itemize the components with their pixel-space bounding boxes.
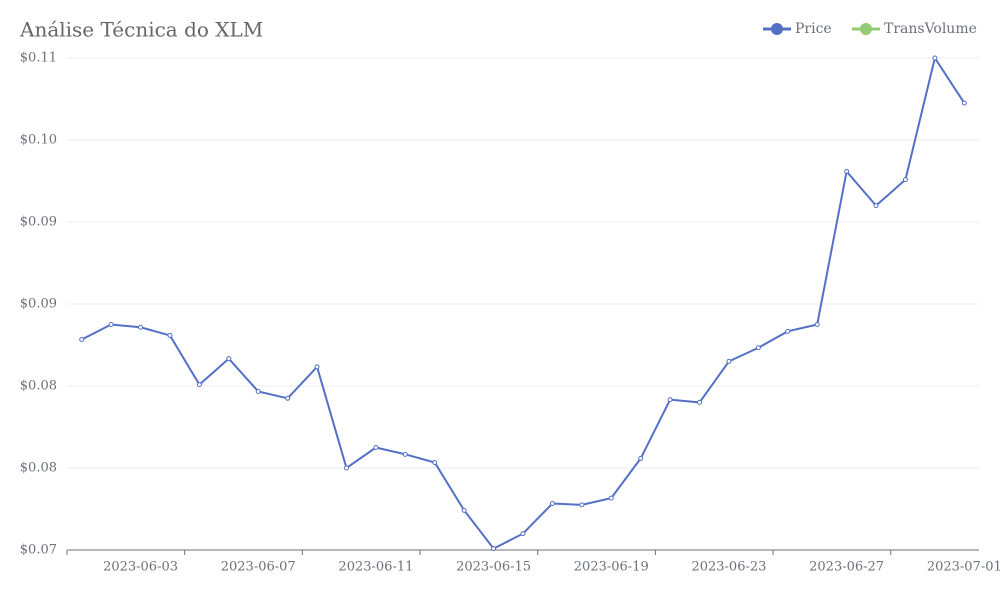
x-tick-label: 2023-06-11: [338, 560, 413, 575]
point: [373, 445, 379, 450]
x-tick-label: 2023-06-23: [691, 560, 766, 575]
legend-label: TransVolume: [884, 21, 977, 37]
point: [902, 177, 908, 183]
x-tick-label: 2023-06-07: [221, 560, 296, 575]
y-tick-label: $0.09: [20, 297, 57, 312]
point: [138, 324, 144, 330]
point: [432, 460, 438, 466]
point: [343, 465, 349, 471]
point: [697, 399, 703, 405]
x-tick-label: 2023-06-27: [809, 560, 884, 575]
point: [785, 328, 791, 334]
y-tick-label: $0.10: [20, 133, 57, 148]
y-tick-label: $0.07: [20, 543, 57, 558]
point: [255, 388, 261, 394]
price-line: [81, 55, 966, 550]
point: [755, 345, 761, 351]
point: [814, 322, 820, 327]
point: [932, 55, 938, 61]
chart-title: Análise Técnica do XLM: [19, 18, 263, 42]
y-tick-label: $0.11: [20, 51, 57, 66]
point: [314, 364, 320, 370]
point: [844, 168, 850, 174]
x-tick-label: 2023-06-15: [456, 560, 531, 575]
legend-marker: [771, 23, 783, 35]
point: [638, 455, 644, 461]
legend-label: Price: [795, 21, 832, 37]
point: [726, 358, 732, 364]
point: [667, 397, 673, 403]
y-tick-label: $0.08: [20, 461, 57, 476]
point: [520, 531, 526, 537]
point: [226, 356, 232, 362]
point: [873, 203, 879, 209]
x-tick-label: 2023-07-01: [927, 560, 1000, 575]
point: [461, 507, 467, 513]
y-tick-label: $0.08: [20, 379, 57, 394]
point: [491, 546, 497, 552]
point: [608, 495, 614, 501]
x-tick-label: 2023-06-19: [574, 560, 649, 575]
legend-marker: [860, 23, 872, 35]
point: [79, 337, 85, 343]
point: [196, 382, 202, 388]
point: [167, 332, 173, 338]
point: [108, 322, 114, 327]
point: [961, 100, 967, 106]
point: [579, 502, 585, 508]
x-tick-label: 2023-06-03: [103, 560, 178, 575]
point: [549, 501, 555, 507]
point: [402, 451, 408, 457]
y-tick-label: $0.09: [20, 215, 57, 230]
point: [285, 395, 291, 401]
